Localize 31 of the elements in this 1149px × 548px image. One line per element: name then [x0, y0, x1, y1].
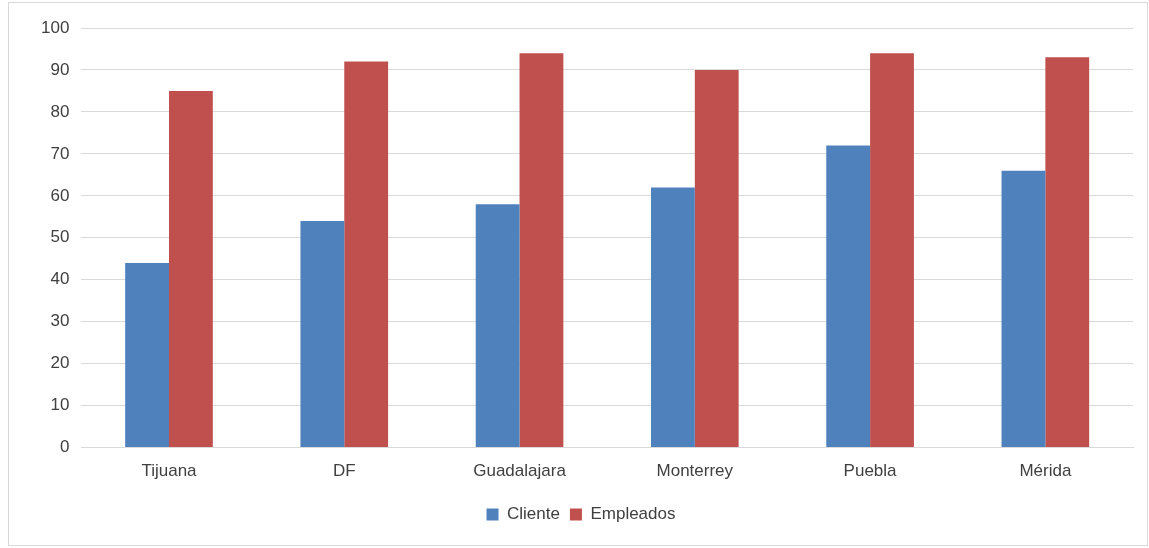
x-tick-label: Puebla: [843, 461, 898, 481]
y-tick-label: 80: [50, 101, 70, 121]
bar: [694, 69, 739, 448]
bar: [870, 53, 914, 448]
x-tick-label: Monterrey: [656, 461, 734, 481]
bar: [125, 262, 169, 448]
y-tick-label: 20: [50, 353, 70, 373]
bar: [651, 187, 695, 448]
x-tick-label: DF: [332, 461, 356, 481]
bar: [1045, 57, 1090, 448]
x-tick-label: Mérida: [1019, 461, 1072, 481]
y-tick-label: 100: [40, 17, 70, 37]
bar: [169, 90, 213, 448]
bar: [826, 145, 871, 448]
y-tick-label: 90: [50, 59, 70, 79]
legend-label: Cliente: [507, 504, 560, 524]
bar: [475, 204, 520, 448]
y-tick-label: 50: [50, 227, 70, 247]
y-tick-label: 70: [50, 143, 70, 163]
x-tick-label: Tijuana: [141, 461, 198, 481]
bar: [300, 221, 345, 448]
bar: [519, 53, 564, 448]
y-tick-label: 40: [50, 269, 70, 289]
y-tick-label: 10: [50, 395, 70, 415]
legend-label: Empleados: [590, 504, 676, 524]
y-tick-label: 30: [50, 311, 70, 331]
y-tick-label: 60: [50, 185, 70, 205]
x-tick-label: Guadalajara: [473, 461, 567, 481]
bar: [344, 61, 389, 448]
bar: [1001, 170, 1046, 448]
y-tick-label: 0: [59, 437, 70, 457]
